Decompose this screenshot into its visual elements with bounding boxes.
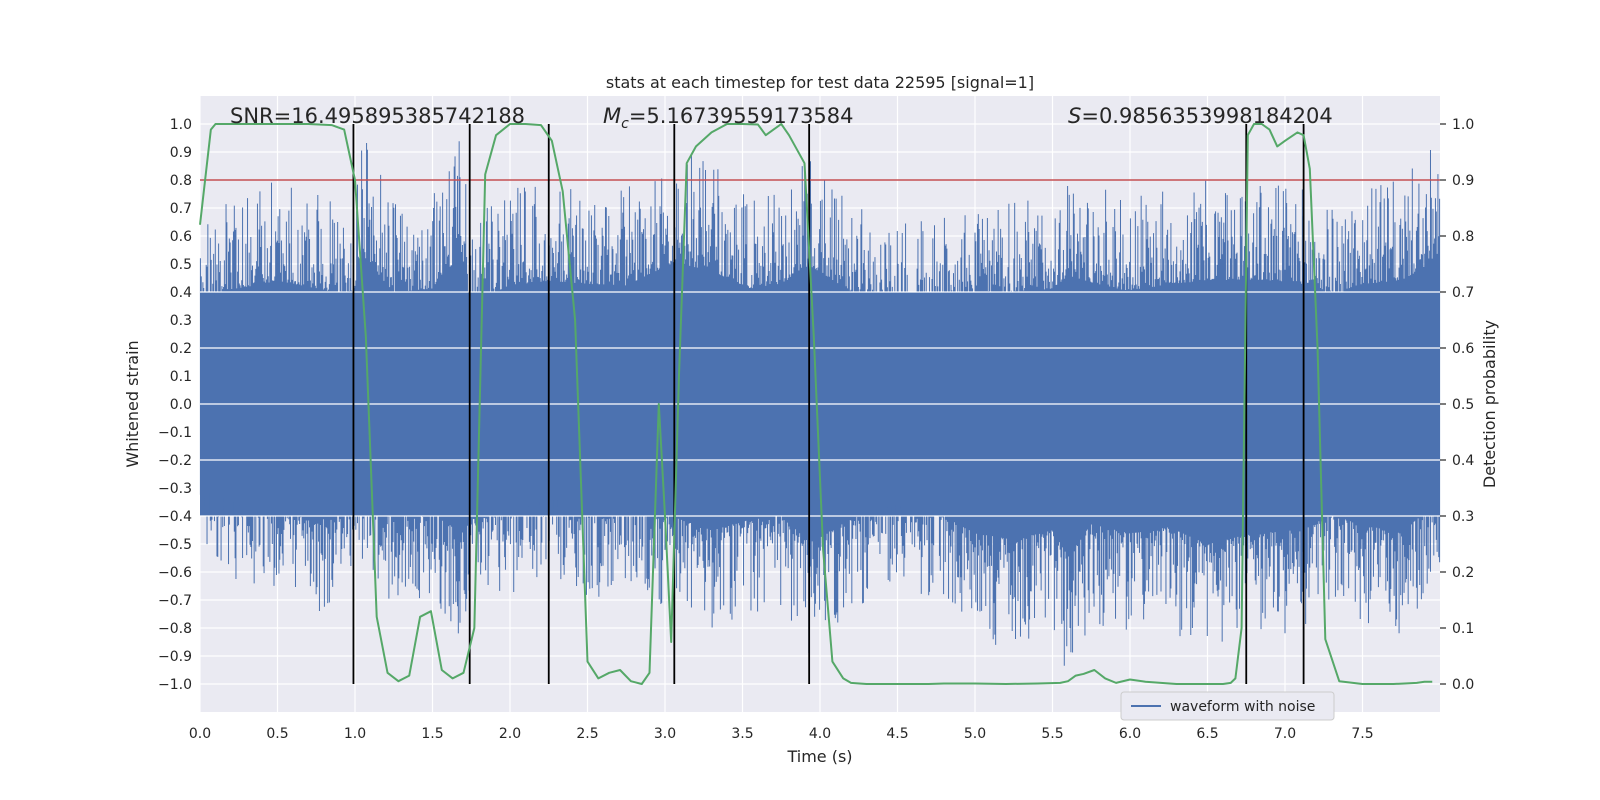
y-tick-label: −1.0	[158, 677, 192, 693]
x-tick-label: 6.0	[1119, 726, 1141, 742]
x-tick-label: 1.5	[421, 726, 443, 742]
s-annotation: S=0.9856353998184204	[1068, 104, 1333, 128]
vertical-markers	[352, 124, 1305, 684]
x-tick-label: 3.0	[654, 726, 676, 742]
s-value: =0.9856353998184204	[1081, 104, 1332, 128]
chart-title: stats at each timestep for test data 225…	[606, 73, 1034, 92]
x-tick-label: 2.0	[499, 726, 521, 742]
y-axis-ticks: 1.0 0.9 0.8 0.7 0.6 0.5 0.4 0.3 0.2 0.1 0.0 −0.1 −0.…	[158, 117, 192, 693]
chirp-mass-annotation: Mc=5.16739559173584	[603, 104, 854, 132]
mc-symbol: M	[603, 104, 621, 128]
y2-tick-label: 0.0	[1452, 677, 1474, 693]
probability-series	[199, 123, 1433, 685]
y2-axis-label: Detection probability	[1480, 320, 1499, 488]
x-tick-label: 0.5	[266, 726, 288, 742]
x-axis-label: Time (s)	[786, 747, 852, 766]
y2-tick-label: 0.4	[1452, 453, 1474, 469]
x-tick-label: 5.5	[1041, 726, 1063, 742]
y2-tick-label: 0.9	[1452, 173, 1474, 189]
s-symbol: S	[1068, 104, 1081, 128]
x-tick-label: 7.0	[1274, 726, 1296, 742]
x-tick-label: 4.5	[886, 726, 908, 742]
y-tick-label: 0.7	[170, 201, 192, 217]
y-tick-label: 0.9	[170, 145, 192, 161]
y-tick-label: −0.8	[158, 621, 192, 637]
y2-tick-label: 1.0	[1452, 117, 1474, 133]
y-tick-label: 0.5	[170, 257, 192, 273]
x-tick-label: 0.0	[189, 726, 211, 742]
y-tick-label: 0.8	[170, 173, 192, 189]
mc-subscript: c	[621, 116, 629, 132]
legend: waveform with noise	[1120, 691, 1335, 721]
x-tick-label: 7.5	[1351, 726, 1373, 742]
x-tick-label: 5.0	[964, 726, 986, 742]
y-tick-label: 0.4	[170, 285, 192, 301]
y-tick-label: 0.2	[170, 341, 192, 357]
y-tick-label: 1.0	[170, 117, 192, 133]
y2-tick-label: 0.2	[1452, 565, 1474, 581]
y-tick-label: −0.9	[158, 649, 192, 665]
x-tick-label: 3.5	[731, 726, 753, 742]
y-axis-label: Whitened strain	[123, 340, 142, 467]
y2-tick-label: 0.3	[1452, 509, 1474, 525]
y-tick-label: −0.5	[158, 537, 192, 553]
y-tick-label: −0.3	[158, 481, 192, 497]
x-tick-label: 2.5	[576, 726, 598, 742]
y-tick-label: −0.4	[158, 509, 192, 525]
y2-tick-label: 0.8	[1452, 229, 1474, 245]
y2-tick-label: 0.7	[1452, 285, 1474, 301]
y-tick-label: −0.7	[158, 593, 192, 609]
mc-value: =5.16739559173584	[629, 104, 854, 128]
y-tick-label: 0.3	[170, 313, 192, 329]
x-axis-ticks: 0.0 0.5 1.0 1.5 2.0 2.5 3.0 3.5 4.0 4.5 5.0 5.5 6.0 6…	[189, 726, 1374, 742]
y-tick-label: −0.6	[158, 565, 192, 581]
y2-tick-label: 0.6	[1452, 341, 1474, 357]
y-tick-label: 0.1	[170, 369, 192, 385]
y2-tick-label: 0.5	[1452, 397, 1474, 413]
snr-annotation: SNR=16.495895385742188	[230, 104, 525, 128]
y2-tick-label: 0.1	[1452, 621, 1474, 637]
y2-axis-ticks: 1.0 0.9 0.8 0.7 0.6 0.5 0.4 0.3 0.2 0.1 0.0	[1440, 117, 1474, 693]
legend-box	[1120, 691, 1335, 721]
x-tick-label: 6.5	[1196, 726, 1218, 742]
y-tick-label: −0.2	[158, 453, 192, 469]
legend-label: waveform with noise	[1170, 699, 1315, 715]
x-tick-label: 1.0	[344, 726, 366, 742]
x-tick-label: 4.0	[809, 726, 831, 742]
y-tick-label: 0.0	[170, 397, 192, 413]
y-tick-label: −0.1	[158, 425, 192, 441]
y-tick-label: 0.6	[170, 229, 192, 245]
probability-line	[199, 123, 1433, 685]
